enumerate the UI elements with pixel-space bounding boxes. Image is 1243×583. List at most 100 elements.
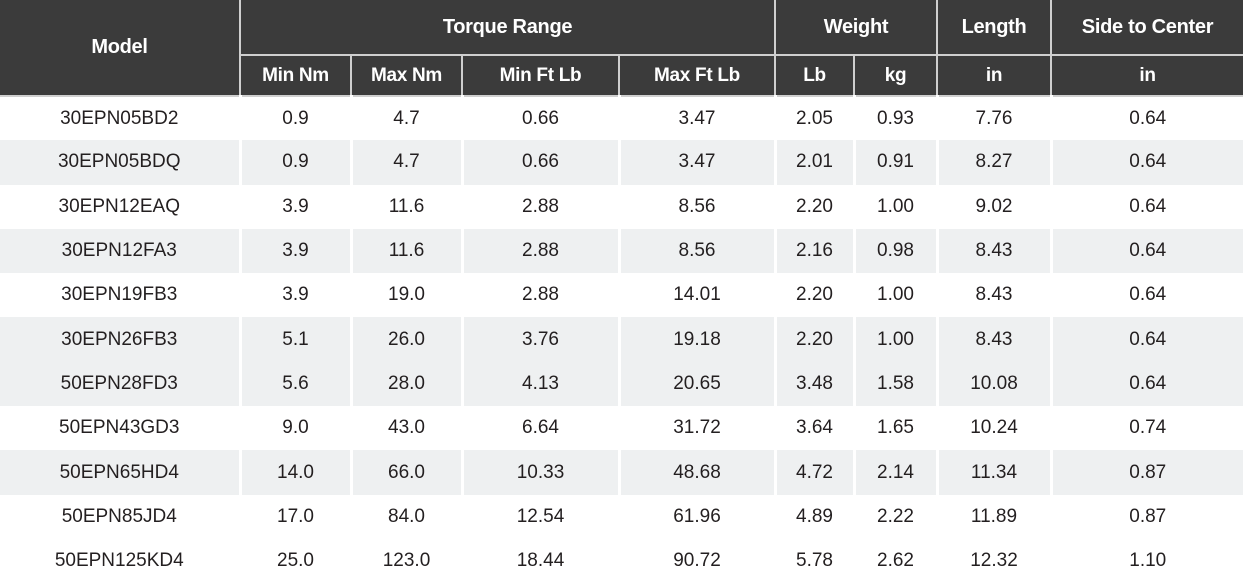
cell-kg: 0.91 [852, 140, 937, 185]
cell-length-in: 9.02 [935, 184, 1051, 229]
cell-min-ft-lb: 2.88 [460, 184, 619, 229]
cell-length-in: 7.76 [935, 96, 1051, 141]
cell-model: 50EPN125KD4 [0, 538, 240, 583]
cell-max-nm: 4.7 [349, 140, 462, 185]
cell-side-to-center-in: 0.64 [1049, 317, 1243, 362]
cell-max-nm: 43.0 [349, 406, 462, 451]
cell-min-ft-lb: 2.88 [460, 273, 619, 318]
cell-max-ft-lb: 31.72 [617, 406, 775, 451]
cell-max-nm: 84.0 [349, 494, 462, 539]
cell-min-ft-lb: 10.33 [460, 450, 619, 495]
cell-kg: 1.00 [852, 184, 937, 229]
cell-max-ft-lb: 8.56 [617, 184, 775, 229]
cell-length-in: 10.08 [935, 361, 1051, 407]
cell-min-nm: 5.6 [238, 361, 351, 407]
cell-max-nm: 4.7 [349, 96, 462, 141]
cell-model: 30EPN05BDQ [0, 140, 240, 185]
cell-max-ft-lb: 8.56 [617, 228, 775, 274]
cell-model: 30EPN12EAQ [0, 184, 240, 229]
cell-length-in: 10.24 [935, 406, 1051, 451]
cell-min-ft-lb: 0.66 [460, 140, 619, 185]
table-row: 50EPN125KD4 25.0 123.0 18.44 90.72 5.78 2.62 12… [0, 538, 1243, 583]
cell-kg: 0.98 [852, 228, 937, 274]
cell-kg: 0.93 [852, 96, 937, 141]
cell-length-in: 8.27 [935, 140, 1051, 185]
cell-length-in: 11.34 [935, 450, 1051, 495]
cell-side-to-center-in: 0.64 [1049, 184, 1243, 229]
table-header: Model Torque Range Weight Length Side to… [0, 0, 1243, 97]
cell-min-nm: 17.0 [238, 494, 351, 539]
table-row: 50EPN65HD4 14.0 66.0 10.33 48.68 4.72 2.14 11.3… [0, 450, 1243, 495]
cell-max-nm: 28.0 [349, 361, 462, 407]
cell-model: 30EPN05BD2 [0, 96, 240, 141]
cell-max-nm: 11.6 [349, 184, 462, 229]
col-subheader-max-nm: Max Nm [350, 54, 463, 97]
cell-length-in: 12.32 [935, 538, 1051, 583]
cell-min-nm: 14.0 [238, 450, 351, 495]
cell-kg: 1.00 [852, 273, 937, 318]
cell-model: 30EPN19FB3 [0, 273, 240, 318]
col-subheader-lb: Lb [774, 54, 855, 97]
table-row: 50EPN85JD4 17.0 84.0 12.54 61.96 4.89 2.22 11.8… [0, 494, 1243, 539]
table-row: 50EPN43GD3 9.0 43.0 6.64 31.72 3.64 1.65 10.24 0… [0, 406, 1243, 451]
col-subheader-kg: kg [853, 54, 938, 97]
cell-side-to-center-in: 0.87 [1049, 450, 1243, 495]
cell-lb: 2.20 [773, 317, 854, 362]
cell-min-nm: 3.9 [238, 184, 351, 229]
cell-side-to-center-in: 0.64 [1049, 273, 1243, 318]
cell-side-to-center-in: 0.87 [1049, 494, 1243, 539]
cell-lb: 3.48 [773, 361, 854, 407]
cell-min-nm: 5.1 [238, 317, 351, 362]
cell-model: 30EPN12FA3 [0, 228, 240, 274]
col-header-model: Model [0, 0, 241, 97]
cell-min-nm: 3.9 [238, 273, 351, 318]
cell-max-nm: 123.0 [349, 538, 462, 583]
col-group-weight: Weight [774, 0, 938, 56]
cell-min-nm: 9.0 [238, 406, 351, 451]
cell-max-ft-lb: 19.18 [617, 317, 775, 362]
col-subheader-min-nm: Min Nm [240, 54, 352, 97]
table-row: 30EPN12FA3 3.9 11.6 2.88 8.56 2.16 0.98 8.43 0.6… [0, 228, 1243, 274]
cell-max-nm: 26.0 [349, 317, 462, 362]
cell-model: 50EPN85JD4 [0, 494, 240, 539]
cell-lb: 5.78 [773, 538, 854, 583]
cell-kg: 1.65 [852, 406, 937, 451]
cell-lb: 4.72 [773, 450, 854, 495]
cell-max-ft-lb: 48.68 [617, 450, 775, 495]
cell-lb: 2.20 [773, 273, 854, 318]
table-row: 30EPN12EAQ 3.9 11.6 2.88 8.56 2.20 1.00 9.02 0.6… [0, 184, 1243, 229]
cell-side-to-center-in: 1.10 [1049, 538, 1243, 583]
cell-model: 50EPN28FD3 [0, 361, 240, 407]
table-row: 30EPN05BDQ 0.9 4.7 0.66 3.47 2.01 0.91 8.27 0.64 [0, 140, 1243, 185]
table-row: 30EPN05BD2 0.9 4.7 0.66 3.47 2.05 0.93 7.76 0.64 [0, 96, 1243, 141]
cell-min-nm: 0.9 [238, 140, 351, 185]
cell-side-to-center-in: 0.74 [1049, 406, 1243, 451]
cell-lb: 2.20 [773, 184, 854, 229]
cell-lb: 2.01 [773, 140, 854, 185]
cell-max-ft-lb: 61.96 [617, 494, 775, 539]
cell-max-ft-lb: 20.65 [617, 361, 775, 407]
cell-max-ft-lb: 3.47 [617, 140, 775, 185]
col-header-length: Length [936, 0, 1052, 56]
cell-lb: 2.16 [773, 228, 854, 274]
col-subheader-length-in: in [936, 54, 1052, 97]
cell-max-ft-lb: 90.72 [617, 538, 775, 583]
cell-min-ft-lb: 6.64 [460, 406, 619, 451]
table-row: 30EPN26FB3 5.1 26.0 3.76 19.18 2.20 1.00 8.43 0.… [0, 317, 1243, 362]
cell-min-ft-lb: 12.54 [460, 494, 619, 539]
table-row: 30EPN19FB3 3.9 19.0 2.88 14.01 2.20 1.00 8.43 0.… [0, 273, 1243, 318]
table-row: 50EPN28FD3 5.6 28.0 4.13 20.65 3.48 1.58 10.08 0… [0, 361, 1243, 407]
cell-min-nm: 3.9 [238, 228, 351, 274]
spec-table-body: 30EPN05BD2 0.9 4.7 0.66 3.47 2.05 0.93 7.76 0.64… [0, 96, 1243, 583]
cell-length-in: 8.43 [935, 228, 1051, 274]
cell-min-ft-lb: 0.66 [460, 96, 619, 141]
cell-kg: 1.58 [852, 361, 937, 407]
cell-min-ft-lb: 2.88 [460, 228, 619, 274]
cell-side-to-center-in: 0.64 [1049, 140, 1243, 185]
cell-kg: 1.00 [852, 317, 937, 362]
cell-max-nm: 19.0 [349, 273, 462, 318]
cell-model: 50EPN43GD3 [0, 406, 240, 451]
cell-max-nm: 66.0 [349, 450, 462, 495]
cell-lb: 2.05 [773, 96, 854, 141]
